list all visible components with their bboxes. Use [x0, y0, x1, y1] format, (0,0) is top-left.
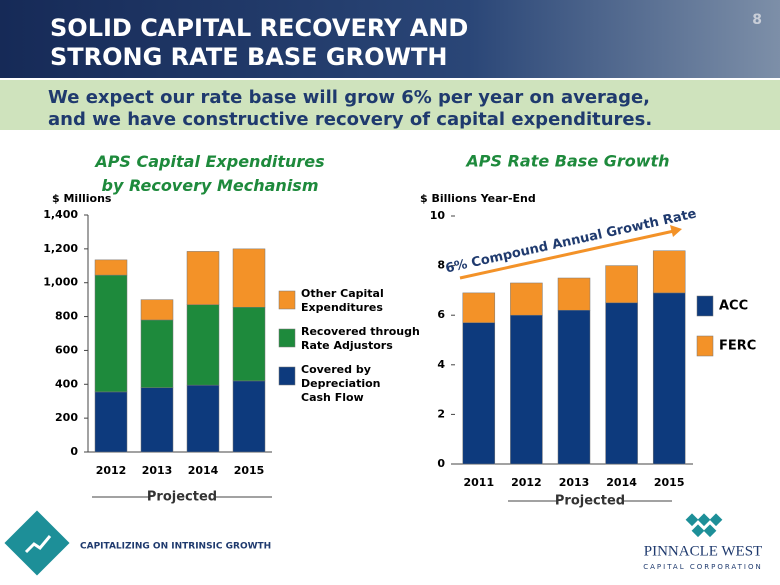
bar-segment	[94, 391, 128, 453]
x-tick-label: 2012	[96, 464, 127, 477]
y-tick-label: 4	[437, 358, 445, 371]
y-tick-label: 800	[55, 310, 78, 323]
subtitle-band	[0, 80, 780, 130]
bar-segment	[140, 299, 174, 321]
y-tick-label: 200	[55, 411, 78, 424]
x-tick-label: 2011	[463, 476, 494, 489]
bar-segment	[510, 282, 543, 316]
y-tick-label: 6	[437, 308, 445, 321]
projected-label: Projected	[147, 490, 217, 505]
header-band	[0, 0, 780, 78]
bar-segment	[557, 277, 591, 311]
legend-swatch	[696, 335, 714, 357]
logo-name: PINNACLE WEST	[644, 543, 762, 559]
bar-segment	[605, 302, 638, 465]
bar-segment	[510, 314, 543, 465]
y-axis-label: $ Billions Year-End	[420, 192, 536, 205]
y-tick-label: 1,000	[43, 276, 78, 289]
bar-segment	[462, 322, 496, 465]
y-tick-label: 2	[437, 407, 445, 420]
x-tick-label: 2015	[234, 464, 265, 477]
title-line: SOLID CAPITAL RECOVERY AND	[50, 14, 468, 42]
growth-arrow	[459, 229, 675, 280]
y-tick-label: 1,400	[43, 208, 78, 221]
growth-arrowhead	[670, 225, 682, 237]
page-number: 8	[752, 12, 762, 28]
subtitle-line: and we have constructive recovery of cap…	[48, 109, 652, 130]
x-tick-label: 2014	[188, 464, 219, 477]
legend-label: Recovered through Rate Adjustors	[301, 325, 420, 352]
legend-label: ACC	[719, 299, 748, 314]
bar-segment	[186, 384, 220, 453]
x-tick-label: 2015	[654, 476, 685, 489]
bar-segment	[462, 292, 496, 323]
legend-label: Other Capital Expenditures	[301, 287, 384, 314]
x-tick-label: 2013	[559, 476, 590, 489]
bar-segment	[557, 309, 591, 465]
chart-title: APS Rate Base Growth	[464, 152, 669, 171]
bar-segment	[186, 251, 220, 305]
x-tick-label: 2014	[606, 476, 637, 489]
footer-tagline: CAPITALIZING ON INTRINSIC GROWTH	[80, 542, 271, 552]
bar-segment	[232, 248, 266, 308]
bar-segment	[232, 380, 266, 453]
bar-segment	[140, 319, 174, 388]
legend-swatch	[696, 295, 714, 317]
bar-segment	[94, 259, 128, 276]
projected-label: Projected	[555, 494, 625, 509]
y-tick-label: 10	[430, 209, 446, 222]
legend-swatch	[278, 366, 296, 386]
x-tick-label: 2013	[142, 464, 173, 477]
subtitle-line: We expect our rate base will grow 6% per…	[48, 87, 650, 108]
y-tick-label: 400	[55, 377, 78, 390]
bar-segment	[140, 387, 174, 453]
logo-mark	[685, 513, 723, 538]
y-tick-label: 600	[55, 343, 78, 356]
chart-title: APS Capital Expenditures by Recovery Mech…	[93, 152, 324, 195]
legend-label: Covered by Depreciation Cash Flow	[301, 363, 380, 404]
x-tick-label: 2012	[511, 476, 542, 489]
bar-segment	[605, 265, 638, 304]
y-tick-label: 0	[70, 445, 78, 458]
legend-swatch	[278, 290, 296, 310]
bar-segment	[232, 307, 266, 382]
y-tick-label: 1,200	[43, 242, 78, 255]
logo-subname: CAPITAL CORPORATION	[643, 563, 763, 571]
footer-icon	[4, 510, 70, 576]
footer-icon-arrow	[24, 535, 52, 554]
bar-segment	[94, 274, 128, 393]
legend-label: FERC	[719, 339, 756, 354]
bar-segment	[186, 304, 220, 386]
y-axis-label: $ Millions	[52, 192, 112, 205]
legend-swatch	[278, 328, 296, 348]
title-line: STRONG RATE BASE GROWTH	[50, 43, 447, 71]
bar-segment	[652, 292, 686, 465]
bar-segment	[652, 250, 686, 294]
y-tick-label: 0	[437, 457, 445, 470]
y-tick-label: 8	[437, 259, 445, 272]
